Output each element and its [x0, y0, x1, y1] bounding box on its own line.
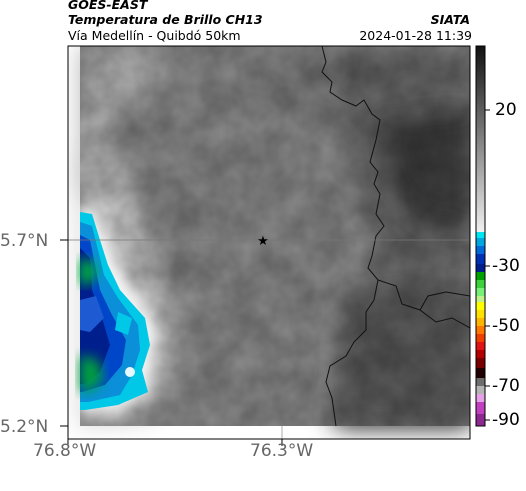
lat-label-5-2: 5.2°N — [0, 417, 49, 437]
region-label: Vía Medellín - Quibdó 50km — [68, 28, 241, 43]
lat-label-5-7: 5.7°N — [0, 231, 49, 251]
satellite-label: GOES-EAST — [68, 0, 148, 12]
organization-label: SIATA — [430, 12, 470, 27]
colorbar — [475, 45, 490, 427]
colorbar-tick-20: 20 — [495, 100, 517, 120]
product-title: Temperatura de Brillo CH13 — [68, 12, 263, 27]
colorbar-tick-minus30: -30 — [492, 256, 520, 276]
map-blank-margin-bottom — [68, 426, 470, 439]
lon-label-76-3: 76.3°W — [250, 441, 314, 461]
lon-label-76-8: 76.8°W — [33, 441, 97, 461]
star-icon: ★ — [257, 234, 269, 249]
colorbar-tick-minus50: -50 — [492, 316, 520, 336]
admin-border-line — [321, 46, 470, 329]
map-frame — [67, 45, 471, 440]
datetime-label: 2024-01-28 11:39 — [359, 28, 472, 43]
cold-cloud-cluster — [80, 205, 158, 412]
map-blank-margin — [68, 46, 80, 439]
satellite-image — [68, 46, 470, 439]
colorbar-tick-minus70: -70 — [492, 376, 520, 396]
admin-border-line-east — [419, 291, 470, 311]
colorbar-tick-minus90: -90 — [492, 410, 520, 430]
admin-border-line-south — [325, 279, 379, 427]
